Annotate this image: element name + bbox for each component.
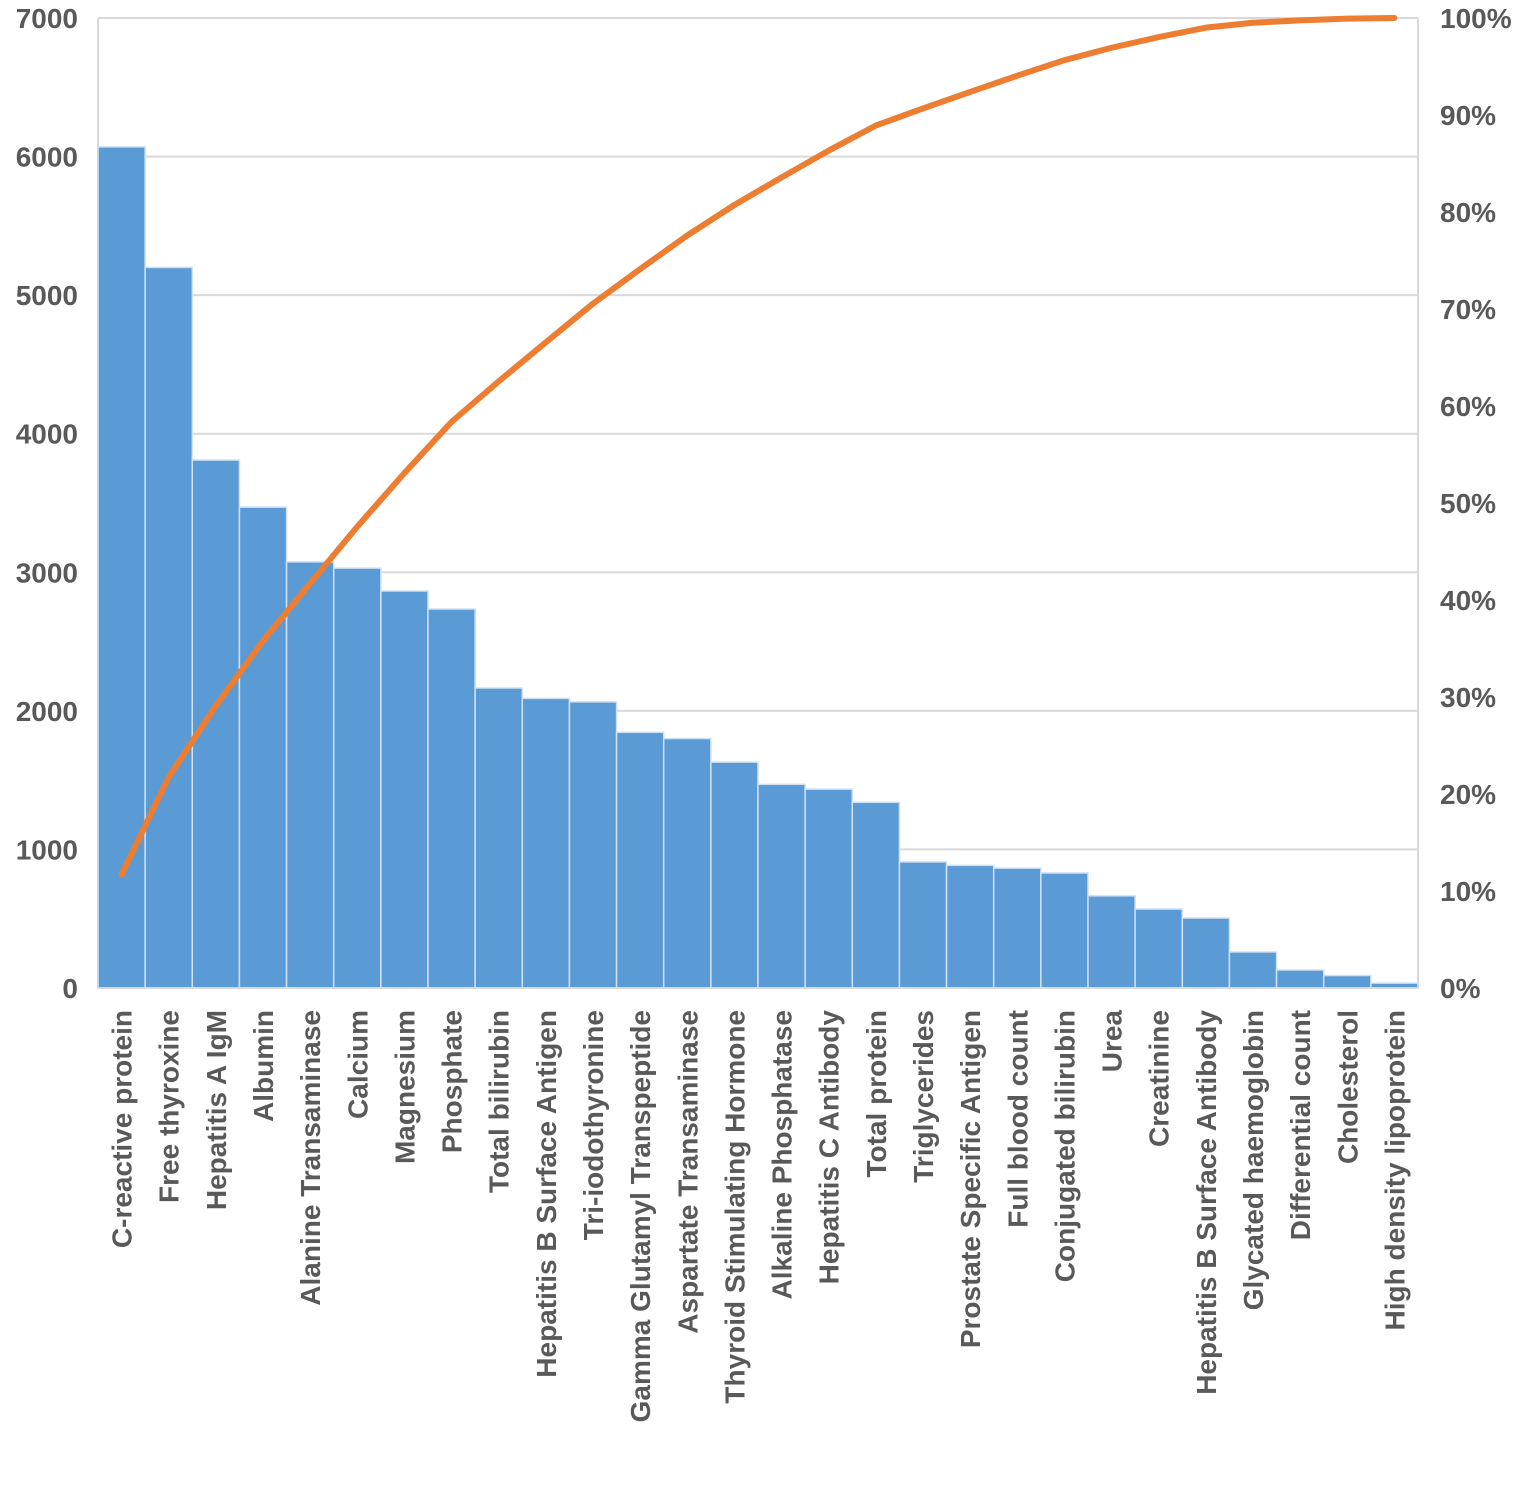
bar xyxy=(1228,951,1278,989)
y2-tick-label: 70% xyxy=(1440,294,1496,325)
bar xyxy=(427,608,476,989)
bar xyxy=(851,801,901,989)
x-tick-label: Alkaline Phosphatase xyxy=(767,1010,798,1299)
x-tick-label: Triglycerides xyxy=(908,1010,939,1183)
bar xyxy=(662,737,712,989)
cumulative-percent-line xyxy=(118,15,1398,878)
x-tick-label: Gamma Glutamyl Transpeptide xyxy=(625,1010,656,1422)
y-tick-label: 6000 xyxy=(16,142,78,173)
x-tick-label: Albumin xyxy=(248,1010,279,1122)
x-tick-label: Conjugated bilirubin xyxy=(1049,1010,1080,1282)
y-tick-label: 7000 xyxy=(16,3,78,34)
y2-tick-label: 30% xyxy=(1440,682,1496,713)
y2-tick-label: 80% xyxy=(1440,197,1496,228)
x-tick-label: Urea xyxy=(1097,1010,1128,1073)
y2-tick-label: 60% xyxy=(1440,391,1496,422)
bar xyxy=(945,864,995,989)
y-tick-label: 2000 xyxy=(16,696,78,727)
x-tick-label: Differential count xyxy=(1285,1010,1316,1240)
y2-tick-label: 20% xyxy=(1440,779,1496,810)
x-tick-label: High density lipoprotein xyxy=(1379,1010,1410,1330)
bar xyxy=(615,731,665,989)
y-tick-label: 1000 xyxy=(16,834,78,865)
bar xyxy=(1322,974,1372,989)
y2-tick-label: 40% xyxy=(1440,585,1496,616)
y2-tick-label: 50% xyxy=(1440,488,1496,519)
bar xyxy=(97,146,146,989)
bar xyxy=(521,697,571,989)
bar xyxy=(757,783,806,989)
bar xyxy=(1181,917,1231,989)
x-tick-label: Thyroid Stimulating Hormone xyxy=(719,1010,750,1404)
x-tick-label: Tri-iodothyronine xyxy=(578,1010,609,1240)
x-tick-label: Full blood count xyxy=(1002,1010,1033,1228)
bar xyxy=(1134,908,1184,989)
x-tick-label: Hepatitis C Antibody xyxy=(814,1010,845,1285)
bar xyxy=(380,590,429,989)
x-tick-label: Cholesterol xyxy=(1332,1010,1363,1164)
bar xyxy=(898,861,948,989)
bar xyxy=(332,567,382,989)
y-tick-label: 4000 xyxy=(16,419,78,450)
x-tick-label: Total protein xyxy=(861,1010,892,1177)
x-tick-label: Hepatitis B Surface Antibody xyxy=(1191,1010,1222,1395)
bar xyxy=(144,266,194,989)
bar xyxy=(1275,969,1325,989)
x-tick-label: Creatinine xyxy=(1144,1010,1175,1147)
bar xyxy=(992,867,1042,989)
x-tick-label: Prostate Specific Antigen xyxy=(955,1010,986,1348)
x-tick-label: Total bilirubin xyxy=(484,1010,515,1193)
y-tick-label: 3000 xyxy=(16,557,78,588)
bar xyxy=(1087,895,1136,989)
y-tick-label: 0 xyxy=(62,973,78,1004)
y2-tick-label: 10% xyxy=(1440,876,1496,907)
bar xyxy=(1040,872,1089,989)
x-tick-label: Glycated haemoglobin xyxy=(1238,1010,1269,1310)
bar xyxy=(710,761,759,989)
bar xyxy=(238,506,288,989)
bar xyxy=(568,701,618,989)
y2-tick-label: 0% xyxy=(1440,973,1481,1004)
x-tick-label: Aspartate Transaminase xyxy=(672,1010,703,1334)
bar xyxy=(804,788,854,989)
x-tick-label: Hepatitis A IgM xyxy=(201,1010,232,1210)
x-tick-label: Alanine Transaminase xyxy=(295,1010,326,1306)
bar xyxy=(474,687,524,989)
x-tick-label: Magnesium xyxy=(389,1010,420,1164)
x-tick-label: C-reactive protein xyxy=(107,1010,138,1248)
x-tick-label: Hepatitis B Surface Antigen xyxy=(531,1010,562,1378)
y-tick-label: 5000 xyxy=(16,280,78,311)
x-tick-label: Calcium xyxy=(342,1010,373,1119)
y2-tick-label: 90% xyxy=(1440,100,1496,131)
x-tick-label: Phosphate xyxy=(437,1010,468,1153)
bar xyxy=(191,459,241,989)
x-tick-label: Free thyroxine xyxy=(154,1010,185,1203)
bar xyxy=(285,561,335,989)
y2-tick-label: 100% xyxy=(1440,3,1512,34)
